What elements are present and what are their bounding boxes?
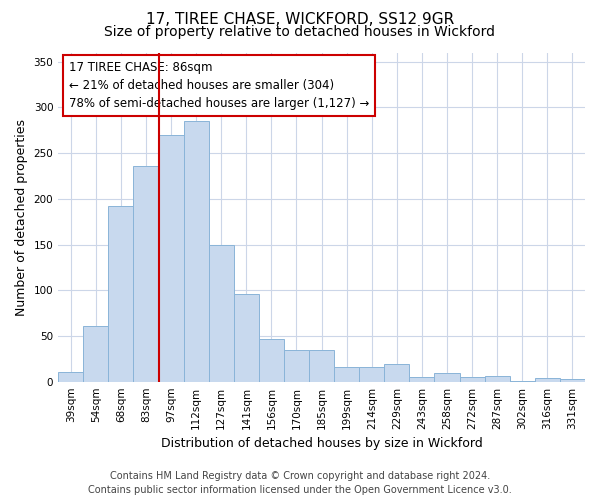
Bar	[409, 377, 434, 382]
Bar	[209, 246, 234, 382]
Bar	[385, 364, 409, 382]
Bar	[560, 379, 585, 382]
Bar	[359, 367, 385, 382]
Text: Contains HM Land Registry data © Crown copyright and database right 2024.
Contai: Contains HM Land Registry data © Crown c…	[88, 471, 512, 495]
Bar	[58, 372, 83, 382]
Text: Size of property relative to detached houses in Wickford: Size of property relative to detached ho…	[104, 25, 496, 39]
X-axis label: Distribution of detached houses by size in Wickford: Distribution of detached houses by size …	[161, 437, 482, 450]
Bar	[234, 294, 259, 382]
Bar	[109, 206, 133, 382]
Bar	[460, 377, 485, 382]
Bar	[158, 135, 184, 382]
Bar	[83, 326, 109, 382]
Bar	[284, 350, 309, 382]
Bar	[184, 121, 209, 382]
Bar	[309, 350, 334, 382]
Bar	[259, 338, 284, 382]
Y-axis label: Number of detached properties: Number of detached properties	[15, 118, 28, 316]
Text: 17 TIREE CHASE: 86sqm
← 21% of detached houses are smaller (304)
78% of semi-det: 17 TIREE CHASE: 86sqm ← 21% of detached …	[69, 60, 369, 110]
Bar	[485, 376, 510, 382]
Bar	[510, 381, 535, 382]
Bar	[133, 166, 158, 382]
Bar	[334, 367, 359, 382]
Bar	[535, 378, 560, 382]
Bar	[434, 374, 460, 382]
Text: 17, TIREE CHASE, WICKFORD, SS12 9GR: 17, TIREE CHASE, WICKFORD, SS12 9GR	[146, 12, 454, 28]
